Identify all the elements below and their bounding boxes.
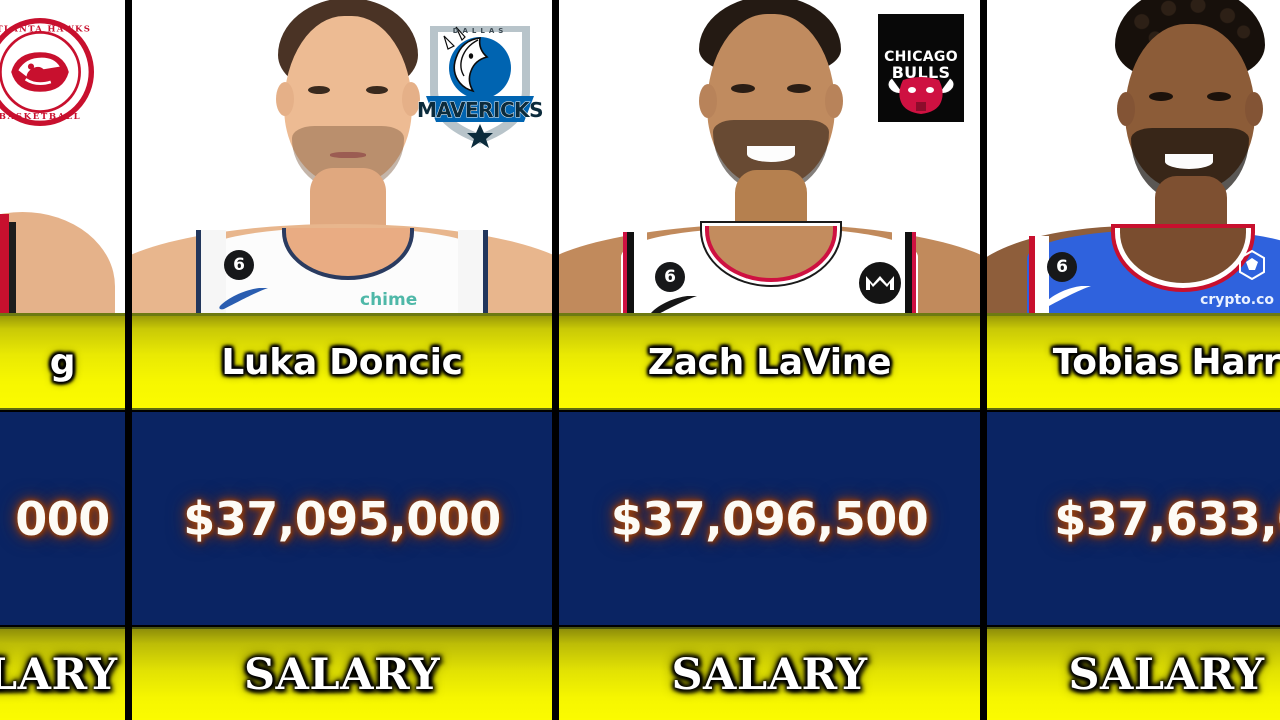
motorola-logo-icon-2	[859, 262, 901, 304]
player-eye-left-1	[308, 86, 330, 94]
player-column-3: 6 crypto.co Tobias Harr $37,633,0 SALARY	[987, 0, 1280, 720]
player-salary-band-2: $37,096,500	[559, 412, 980, 625]
player-torso-0	[0, 212, 115, 315]
jersey-strap-left-1	[196, 230, 226, 315]
svg-text:CHICAGO: CHICAGO	[884, 49, 958, 65]
player-photo-2: CHICAGO BULLS	[559, 0, 980, 315]
band-hairline-0	[0, 313, 125, 316]
player-eye-right-1	[366, 86, 388, 94]
player-column-1: DALLAS MAVERICKS	[132, 0, 552, 720]
salary-label-band-0: SALARY	[0, 627, 125, 720]
player-salary-0: 000	[15, 491, 110, 546]
player-salary-band-0: 000	[0, 412, 125, 625]
player-name-band-0: g	[0, 316, 125, 410]
player-salary-band-3: $37,633,0	[987, 412, 1280, 625]
nike-swoosh-icon-2	[650, 296, 697, 315]
band-hairline-3	[987, 313, 1280, 316]
nike-swoosh-icon-1	[219, 288, 268, 310]
player-mouth-1	[330, 152, 366, 158]
player-name-3: Tobias Harr	[1052, 341, 1280, 383]
player-ear-right-1	[402, 82, 420, 116]
player-name-band-1: Luka Doncic	[132, 316, 552, 410]
band-hairline-2	[559, 313, 980, 316]
player-name-band-2: Zach LaVine	[559, 316, 980, 410]
jersey-sponsor-1: chime	[360, 290, 418, 310]
player-salary-band-1: $37,095,000	[132, 412, 552, 625]
jersey-strap-right-1	[458, 230, 488, 315]
player-ear-left-2	[699, 84, 717, 118]
jersey-patch-6-2: 6	[655, 262, 685, 292]
player-salary-1: $37,095,000	[183, 491, 501, 546]
player-column-2: CHICAGO BULLS	[559, 0, 980, 720]
player-smile-2	[747, 146, 795, 162]
svg-text:BASKETBALL: BASKETBALL	[0, 112, 81, 122]
salary-label-band-2: SALARY	[559, 627, 980, 720]
band-hairline-1	[132, 313, 552, 316]
player-eye-left-2	[731, 84, 755, 93]
nike-swoosh-icon-3	[1044, 286, 1091, 306]
jersey-sponsor-3: crypto.co	[1200, 292, 1274, 308]
salary-label-0: SALARY	[0, 649, 118, 700]
player-ear-left-3	[1117, 92, 1135, 126]
column-divider-1	[125, 0, 132, 720]
player-eye-left-3	[1149, 92, 1173, 101]
jersey-patch-6-3: 6	[1047, 252, 1077, 282]
player-eye-right-2	[787, 84, 811, 93]
player-ear-right-3	[1245, 92, 1263, 126]
salary-label-band-3: SALARY	[987, 627, 1280, 720]
player-ear-left-1	[276, 82, 294, 116]
svg-text:ATLANTA HAWKS: ATLANTA HAWKS	[0, 25, 91, 35]
player-name-2: Zach LaVine	[647, 341, 892, 383]
column-divider-2	[552, 0, 559, 720]
jersey-trim-0	[0, 214, 9, 315]
player-column-0: ATLANTA HAWKS BASKETBALL g 000 SALARY	[0, 0, 125, 720]
salary-label-3: SALARY	[1068, 649, 1265, 700]
player-photo-1: DALLAS MAVERICKS	[132, 0, 552, 315]
svg-text:MAVERICKS: MAVERICKS	[417, 98, 543, 122]
player-ear-right-2	[825, 84, 843, 118]
dallas-mavericks-logo: DALLAS MAVERICKS	[416, 12, 544, 152]
player-photo-3: 6 crypto.co	[987, 0, 1280, 315]
svg-text:DALLAS: DALLAS	[453, 27, 508, 35]
player-eye-right-3	[1207, 92, 1231, 101]
player-name-band-3: Tobias Harr	[987, 316, 1280, 410]
player-name-0: g	[49, 341, 76, 383]
salary-label-1: SALARY	[243, 649, 441, 700]
svg-text:BULLS: BULLS	[892, 63, 951, 82]
crypto-com-logo-icon-3	[1239, 250, 1265, 280]
salary-label-band-1: SALARY	[132, 627, 552, 720]
atlanta-hawks-logo: ATLANTA HAWKS BASKETBALL	[0, 18, 94, 126]
jersey-trim-left-3	[1029, 236, 1049, 315]
jersey-trim-left-2	[623, 232, 647, 315]
chicago-bulls-logo: CHICAGO BULLS	[878, 14, 964, 122]
salary-label-2: SALARY	[671, 649, 868, 700]
jersey-trim-0b	[9, 222, 16, 315]
player-photo-0: ATLANTA HAWKS BASKETBALL	[0, 0, 125, 315]
player-salary-3: $37,633,0	[1054, 491, 1280, 546]
column-divider-3	[980, 0, 987, 720]
player-name-1: Luka Doncic	[221, 341, 463, 383]
player-salary-2: $37,096,500	[610, 491, 929, 546]
player-smile-3	[1165, 154, 1213, 169]
jersey-patch-6-1: 6	[224, 250, 254, 280]
